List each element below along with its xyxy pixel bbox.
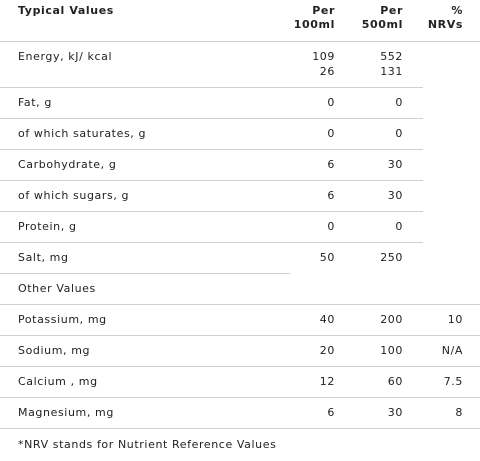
header-cell: 500ml: [362, 18, 403, 31]
header-cell: Typical Values: [18, 4, 114, 17]
table-cell: 6: [327, 189, 335, 202]
table-cell: Sodium, mg: [18, 344, 90, 357]
table-cell: 6: [327, 406, 335, 419]
header-cell: Per: [312, 4, 335, 17]
header-cell: Per: [380, 4, 403, 17]
table-cell: of which saturates, g: [18, 127, 146, 140]
table-cell: Potassium, mg: [18, 313, 107, 326]
table-cell: 250: [380, 251, 403, 264]
table-cell: 30: [388, 158, 403, 171]
table-cell: Calcium , mg: [18, 375, 98, 388]
table-cell: 60: [388, 375, 403, 388]
header-cell: 100ml: [294, 18, 335, 31]
header-cell: NRVs: [428, 18, 463, 31]
table-cell: 8: [455, 406, 463, 419]
table-cell: 100: [380, 344, 403, 357]
table-cell: 50: [320, 251, 335, 264]
table-cell: 6: [327, 158, 335, 171]
table-cell: of which sugars, g: [18, 189, 129, 202]
table-cell: 131: [380, 65, 403, 78]
table-cell: 0: [327, 96, 335, 109]
table-cell: Other Values: [18, 282, 96, 295]
footnote: *NRV stands for Nutrient Reference Value…: [18, 438, 276, 451]
table-cell: Protein, g: [18, 220, 77, 233]
table-cell: Energy, kJ/ kcal: [18, 50, 112, 63]
table-cell: 30: [388, 189, 403, 202]
table-cell: Magnesium, mg: [18, 406, 114, 419]
table-cell: Carbohydrate, g: [18, 158, 116, 171]
table-cell: 0: [327, 220, 335, 233]
table-cell: 40: [320, 313, 335, 326]
header-cell: %: [451, 4, 463, 17]
table-cell: 0: [395, 220, 403, 233]
table-cell: 0: [395, 96, 403, 109]
table-cell: N/A: [442, 344, 463, 357]
table-cell: 26: [320, 65, 335, 78]
table-cell: 30: [388, 406, 403, 419]
table-cell: 0: [327, 127, 335, 140]
table-cell: Salt, mg: [18, 251, 69, 264]
table-cell: 200: [380, 313, 403, 326]
table-cell: 109: [312, 50, 335, 63]
table-cell: 12: [320, 375, 335, 388]
table-cell: 10: [448, 313, 463, 326]
table-cell: Fat, g: [18, 96, 52, 109]
table-cell: 0: [395, 127, 403, 140]
table-cell: 20: [320, 344, 335, 357]
table-cell: 7.5: [444, 375, 463, 388]
table-cell: 552: [380, 50, 403, 63]
